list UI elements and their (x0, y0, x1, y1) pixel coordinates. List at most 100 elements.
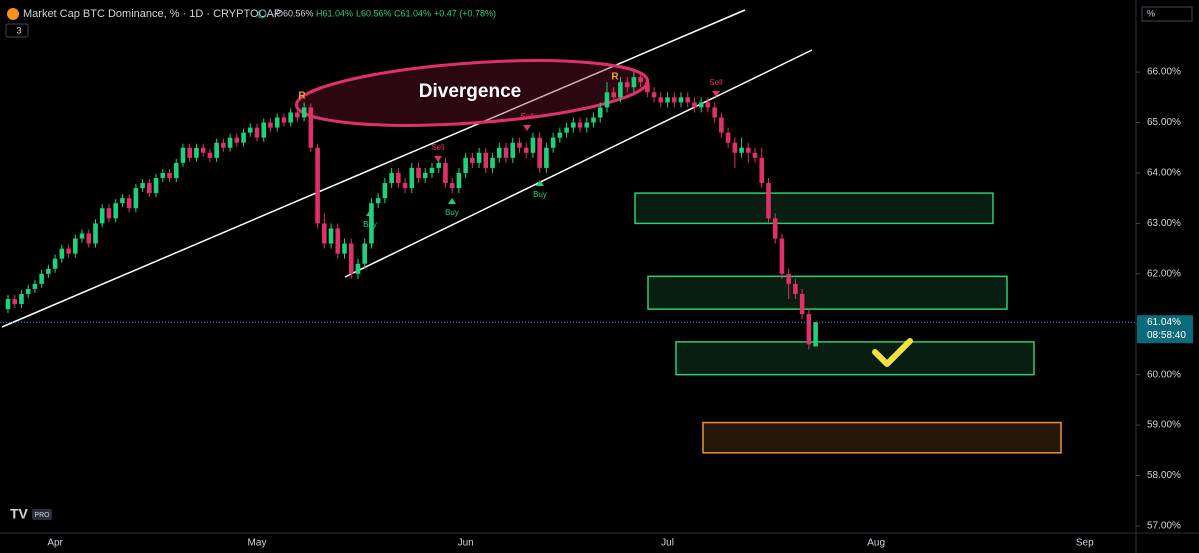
x-tick-label: May (248, 538, 267, 549)
candle-body (348, 243, 354, 274)
y-tick-label: 59.00% (1147, 420, 1181, 431)
x-tick-label: Jun (458, 538, 474, 549)
zone (702, 421, 1062, 454)
candle-body (46, 268, 51, 274)
candle-body (523, 147, 529, 153)
candle-body (443, 162, 448, 184)
candle-body (19, 293, 24, 305)
y-tick-label: 62.00% (1147, 268, 1181, 279)
symbol-icon (7, 8, 19, 20)
x-tick-label: Apr (47, 538, 63, 549)
price-tag (1137, 315, 1193, 344)
indicator-badge[interactable] (5, 23, 29, 38)
channel-line (344, 49, 813, 278)
candle-body (200, 147, 206, 153)
annotation: R (611, 72, 619, 83)
candle-body (766, 183, 771, 219)
candle-body (79, 233, 85, 239)
candle-body (160, 172, 166, 179)
candle-body (389, 172, 394, 184)
logo-pro: PRO (34, 512, 50, 519)
candle-body (227, 137, 233, 148)
candle-body (167, 172, 172, 179)
candle-body (86, 233, 92, 244)
candle-body (113, 203, 118, 219)
candle-body (665, 97, 670, 103)
candle-body (375, 198, 381, 204)
annotation: Buy (363, 220, 377, 229)
candle-body (658, 97, 664, 103)
sell-arrow (712, 91, 720, 97)
price-tag-countdown: 08:58:40 (1147, 330, 1186, 341)
candle-body (678, 97, 684, 103)
candle-body (725, 132, 731, 143)
candle-body (604, 92, 610, 108)
candle-body (517, 142, 522, 148)
candle-body (490, 157, 495, 168)
candle-body (173, 162, 179, 179)
candle-body (99, 208, 105, 224)
candle-body (140, 183, 145, 189)
x-tick-label: Jul (661, 538, 674, 549)
indicator-count[interactable]: 3 (16, 25, 21, 35)
status-dot (257, 9, 267, 19)
candle-body (59, 248, 65, 259)
candle-body (611, 92, 616, 98)
symbol-title: Market Cap BTC Dominance, % · 1D · CRYPT… (23, 8, 281, 20)
ohlc-open: O60.56% (276, 8, 314, 18)
candle-body (645, 82, 650, 93)
candle-body (187, 147, 193, 158)
candle-body (618, 82, 623, 98)
candle-body (470, 157, 475, 163)
y-tick-label: 65.00% (1147, 117, 1181, 128)
candle-body (719, 117, 724, 133)
y-tick-label: 66.00% (1147, 67, 1181, 78)
candle-body (369, 203, 374, 244)
candle-body (510, 142, 516, 158)
candle-body (32, 283, 38, 289)
annotation: Buy (445, 208, 459, 217)
candle-body (221, 142, 226, 148)
x-tick-label: Aug (867, 538, 885, 549)
buy-arrow (366, 210, 374, 216)
y-tick-label: 57.00% (1147, 521, 1181, 532)
candle-body (806, 314, 812, 345)
price-tag-value: 61.04% (1147, 317, 1181, 328)
candle-body (106, 208, 112, 219)
scale-button[interactable] (1141, 6, 1193, 22)
candle-body (752, 152, 758, 158)
candle-body (12, 299, 18, 305)
candle-body (712, 107, 717, 118)
candle-body (342, 243, 347, 254)
zone (675, 341, 1035, 376)
candle-body (685, 97, 691, 103)
candle-body (483, 152, 489, 168)
candle-body (281, 117, 287, 123)
candle-body (537, 137, 542, 168)
candle-body (274, 117, 280, 128)
y-tick-label: 60.00% (1147, 369, 1181, 380)
candle-body (705, 102, 711, 108)
candle-body (261, 122, 267, 138)
candle-body (355, 263, 361, 274)
ohlc-low: L60.56% (356, 8, 392, 18)
scale-button-label[interactable]: % (1147, 8, 1155, 18)
candle-body (214, 142, 219, 158)
candle-body (772, 218, 778, 239)
candle-body (301, 107, 307, 118)
x-tick-label: Sep (1076, 538, 1094, 549)
candle-body (564, 127, 569, 133)
candle-body (66, 248, 71, 254)
candle-body (402, 183, 408, 189)
candle-body (288, 112, 293, 123)
candle-body (328, 228, 334, 244)
candle-body (147, 183, 152, 194)
candle-body (436, 162, 442, 168)
candle-body (268, 122, 273, 128)
annotation: Sell (520, 112, 534, 121)
candle-body (241, 132, 246, 143)
candle-body (671, 97, 677, 103)
candle-body (584, 122, 590, 128)
